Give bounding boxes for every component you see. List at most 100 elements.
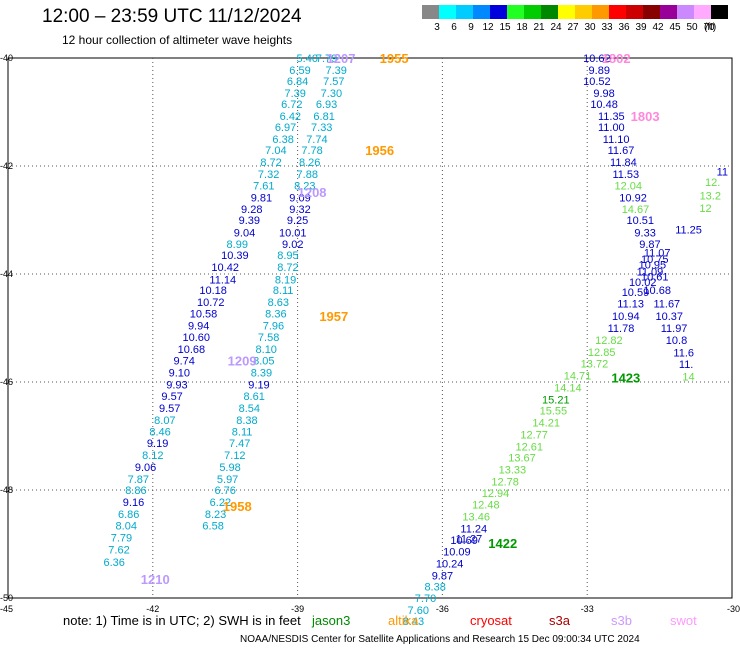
- y-tick-label: -48: [0, 485, 13, 495]
- wave-height-value: 9.19: [147, 438, 168, 450]
- y-tick-label: -42: [0, 161, 13, 171]
- wave-height-value: 10.94: [612, 311, 640, 323]
- wave-height-value: 9.28: [241, 204, 262, 216]
- wave-height-value: 10.39: [221, 250, 249, 262]
- wave-height-value: 9.74: [173, 355, 194, 367]
- wave-height-value: 7.30: [321, 88, 342, 100]
- wave-height-value: 7.39: [326, 65, 347, 77]
- wave-height-value: 10.09: [443, 547, 471, 559]
- scale-swatch: [711, 5, 728, 19]
- wave-height-value: 11.00: [598, 122, 625, 134]
- x-tick-label: -45: [0, 604, 13, 614]
- wave-height-value: 10.68: [178, 344, 206, 356]
- wave-height-value: 9.87: [639, 239, 660, 251]
- scale-swatch: [575, 5, 592, 19]
- pass-time-label: 1423: [611, 371, 640, 386]
- satellite-altika: altika: [388, 613, 419, 628]
- wave-height-value: 6.38: [272, 134, 293, 146]
- wave-height-value: 7.74: [306, 134, 327, 146]
- wave-height-value: 7.04: [265, 145, 286, 157]
- wave-height-value: 9.33: [634, 227, 655, 239]
- wave-height-value: 14: [682, 372, 694, 384]
- scale-label: 39: [635, 22, 647, 33]
- wave-height-value: 11.78: [608, 323, 635, 335]
- wave-height-value: 7.61: [253, 180, 274, 192]
- x-tick-label: -30: [727, 604, 740, 614]
- scale-label: 50: [686, 22, 698, 33]
- wave-height-value: 8.54: [239, 403, 260, 415]
- scale-label: 15: [499, 22, 511, 33]
- wave-height-value: 10.75: [641, 254, 669, 266]
- wave-height-value: 7.79: [111, 533, 132, 545]
- wave-height-value: 10.59: [622, 287, 650, 299]
- pass-time-label: 1209: [228, 353, 257, 368]
- pass-time-label: 1208: [298, 185, 327, 200]
- wave-height-value: 8.11: [273, 285, 294, 297]
- satellite-jason3: jason3: [312, 613, 351, 628]
- wave-height-value: 10.61: [641, 272, 669, 284]
- wave-height-value: 6.81: [313, 111, 334, 123]
- wave-height-value: 9.19: [248, 380, 269, 392]
- wave-height-value: 12.82: [595, 335, 623, 347]
- wave-height-value: 13.67: [508, 453, 536, 465]
- wave-height-value: 7.32: [258, 169, 279, 181]
- x-tick-label: -39: [291, 604, 304, 614]
- wave-height-value: 11.97: [661, 323, 688, 335]
- pass-time-label: 1422: [488, 536, 517, 551]
- wave-height-value: 8.12: [142, 450, 163, 462]
- wave-height-value: 8.72: [277, 262, 298, 274]
- wave-height-value: 7.79: [316, 53, 337, 65]
- pass-time-label: 1957: [319, 309, 348, 324]
- pass-time-label: 1210: [141, 572, 170, 587]
- wave-height-value: 14.71: [564, 371, 592, 383]
- wave-height-value: 5.40: [297, 53, 318, 65]
- wave-height-value: 10.8: [666, 335, 687, 347]
- scale-swatch: [524, 5, 541, 19]
- scale-label: 18: [516, 22, 528, 33]
- wave-height-value: 9.89: [589, 65, 610, 77]
- scale-swatch: [626, 5, 643, 19]
- pass-time-label: 1955: [380, 51, 409, 66]
- wave-height-value: 11.6: [673, 347, 694, 359]
- scale-label: 9: [468, 22, 474, 33]
- wave-height-value: 7.62: [108, 544, 129, 556]
- scale-label: 21: [533, 22, 545, 33]
- wave-height-value: 6.93: [316, 99, 337, 111]
- wave-height-value: 10.01: [279, 227, 307, 239]
- scale-label: 3: [434, 22, 440, 33]
- wave-height-value: 9.94: [188, 320, 209, 332]
- wave-height-value: 8.05: [253, 355, 274, 367]
- wave-height-value: 11.67: [653, 299, 680, 311]
- wave-height-value: 11.27: [456, 534, 483, 546]
- wave-height-value: 11.14: [209, 274, 236, 286]
- wave-height-value: 9.32: [289, 204, 310, 216]
- wave-height-value: 6.84: [287, 76, 308, 88]
- wave-height-value: 10.92: [619, 192, 647, 204]
- scale-label: 33: [601, 22, 613, 33]
- wave-height-value: 8.38: [236, 415, 257, 427]
- plot-frame: [7, 57, 733, 599]
- scale-label: 6: [451, 22, 457, 33]
- wave-height-value: 10.72: [197, 297, 225, 309]
- scale-label: 24: [550, 22, 562, 33]
- scale-swatch: [609, 5, 626, 19]
- wave-height-value: 8.23: [205, 509, 226, 521]
- y-tick-label: -44: [0, 269, 13, 279]
- wave-height-value: 9.09: [289, 192, 310, 204]
- scale-swatch: [592, 5, 609, 19]
- wave-height-value: 10.60: [182, 332, 210, 344]
- x-tick-label: -33: [581, 604, 594, 614]
- wave-height-value: 9.25: [287, 215, 308, 227]
- wave-height-value: 8.39: [251, 367, 272, 379]
- wave-height-value: 10.48: [590, 99, 618, 111]
- wave-height-value: 7.96: [263, 320, 284, 332]
- wave-height-value: 9.10: [169, 367, 190, 379]
- wave-height-value: 13.72: [581, 359, 609, 371]
- wave-height-value: 11.07: [644, 247, 671, 259]
- wave-height-value: 5.97: [217, 474, 238, 486]
- wave-height-value: 7.87: [128, 474, 149, 486]
- scale-swatch: [490, 5, 507, 19]
- wave-height-value: 6.59: [289, 65, 310, 77]
- satellite-swot: swot: [670, 613, 697, 628]
- wave-height-value: 9.81: [251, 192, 272, 204]
